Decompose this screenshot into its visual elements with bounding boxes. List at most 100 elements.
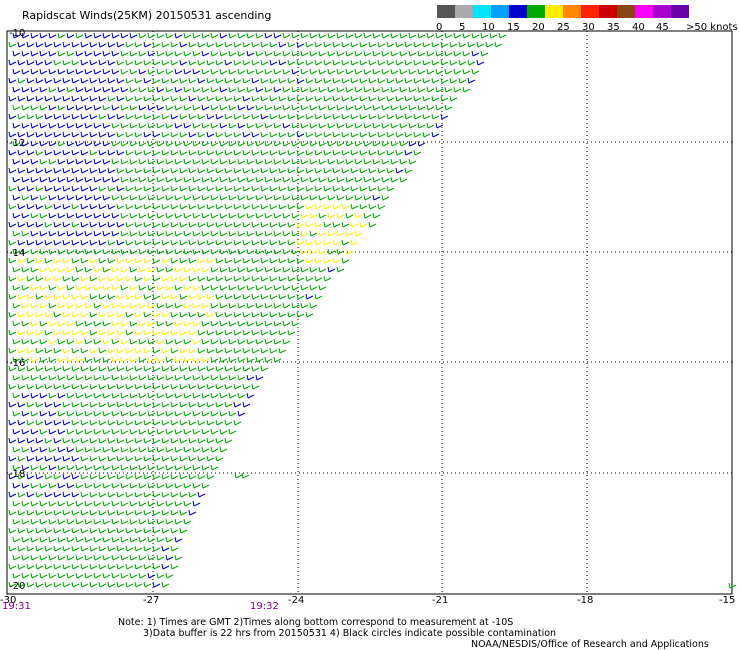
wind-barb bbox=[201, 284, 210, 291]
wind-barb bbox=[291, 86, 300, 93]
wind-barb bbox=[93, 518, 102, 525]
wind-barb bbox=[399, 104, 408, 111]
wind-barb bbox=[125, 365, 134, 372]
wind-barb bbox=[300, 86, 309, 93]
wind-barb bbox=[12, 194, 21, 201]
wind-barb bbox=[440, 41, 449, 48]
wind-barb bbox=[48, 32, 57, 39]
wind-barb bbox=[26, 113, 35, 120]
wind-barb bbox=[246, 284, 255, 291]
wind-barb bbox=[246, 50, 255, 57]
wind-barb bbox=[143, 221, 152, 228]
wind-barb bbox=[30, 410, 39, 417]
wind-barb bbox=[282, 320, 291, 327]
wind-barb bbox=[273, 302, 282, 309]
wind-barb bbox=[354, 212, 363, 219]
wind-barb bbox=[296, 131, 305, 138]
wind-barb bbox=[156, 482, 165, 489]
wind-barb bbox=[183, 410, 192, 417]
wind-barb bbox=[143, 77, 152, 84]
wind-barb bbox=[206, 77, 215, 84]
wind-barb bbox=[152, 383, 161, 390]
wind-barb bbox=[152, 41, 161, 48]
wind-barb bbox=[102, 212, 111, 219]
wind-barb bbox=[143, 41, 152, 48]
wind-barb bbox=[156, 230, 165, 237]
wind-barb bbox=[125, 581, 134, 588]
wind-barb bbox=[17, 77, 26, 84]
wind-barb bbox=[210, 266, 219, 273]
wind-barb bbox=[296, 149, 305, 156]
wind-barb bbox=[170, 95, 179, 102]
wind-barb bbox=[53, 383, 62, 390]
wind-barb bbox=[39, 320, 48, 327]
wind-barb bbox=[102, 266, 111, 273]
wind-barb bbox=[219, 230, 228, 237]
wind-barb bbox=[233, 365, 242, 372]
wind-barb bbox=[44, 455, 53, 462]
wind-barb bbox=[192, 428, 201, 435]
wind-barb bbox=[282, 50, 291, 57]
wind-barb bbox=[129, 140, 138, 147]
wind-barb bbox=[116, 239, 125, 246]
wind-barb bbox=[152, 347, 161, 354]
wind-barb bbox=[305, 239, 314, 246]
wind-barb bbox=[161, 293, 170, 300]
wind-barb bbox=[66, 536, 75, 543]
scale-swatch bbox=[473, 5, 491, 18]
wind-barb bbox=[134, 365, 143, 372]
wind-barb bbox=[44, 239, 53, 246]
wind-barb bbox=[75, 158, 84, 165]
wind-barb bbox=[62, 293, 71, 300]
wind-barb bbox=[71, 329, 80, 336]
wind-barb bbox=[386, 131, 395, 138]
wind-barb bbox=[143, 419, 152, 426]
wind-barb bbox=[377, 41, 386, 48]
wind-barb bbox=[129, 356, 138, 363]
map-frame bbox=[6, 30, 733, 595]
wind-barb bbox=[129, 158, 138, 165]
wind-barb bbox=[156, 518, 165, 525]
wind-barb bbox=[161, 257, 170, 264]
wind-barb bbox=[345, 230, 354, 237]
wind-barb bbox=[296, 59, 305, 66]
wind-barb bbox=[314, 95, 323, 102]
wind-barb bbox=[93, 446, 102, 453]
wind-barb bbox=[17, 203, 26, 210]
wind-barb bbox=[219, 284, 228, 291]
wind-barb bbox=[57, 230, 66, 237]
wind-barb bbox=[53, 365, 62, 372]
wind-barb bbox=[62, 437, 71, 444]
wind-barb bbox=[111, 176, 120, 183]
wind-barb bbox=[368, 131, 377, 138]
wind-barb bbox=[107, 509, 116, 516]
wind-barb bbox=[57, 446, 66, 453]
wind-barb bbox=[116, 527, 125, 534]
wind-barb bbox=[408, 140, 417, 147]
scale-label: 5 bbox=[459, 22, 466, 33]
wind-barb bbox=[242, 383, 251, 390]
wind-barb bbox=[8, 509, 17, 516]
wind-barb bbox=[44, 275, 53, 282]
wind-barb bbox=[75, 176, 84, 183]
wind-barb bbox=[71, 563, 80, 570]
wind-barb bbox=[278, 167, 287, 174]
wind-barb bbox=[201, 50, 210, 57]
wind-barb bbox=[62, 365, 71, 372]
wind-barb bbox=[21, 320, 30, 327]
wind-barb bbox=[336, 122, 345, 129]
wind-barb bbox=[147, 518, 156, 525]
wind-barb bbox=[102, 248, 111, 255]
wind-barb bbox=[53, 419, 62, 426]
wind-barb bbox=[71, 509, 80, 516]
wind-barb bbox=[408, 104, 417, 111]
wind-barb bbox=[246, 68, 255, 75]
wind-barb bbox=[192, 50, 201, 57]
wind-barb bbox=[179, 311, 188, 318]
wind-barb bbox=[260, 257, 269, 264]
wind-barb bbox=[93, 410, 102, 417]
wind-barb bbox=[102, 320, 111, 327]
wind-barb bbox=[84, 374, 93, 381]
wind-barb bbox=[165, 428, 174, 435]
wind-barb bbox=[66, 266, 75, 273]
